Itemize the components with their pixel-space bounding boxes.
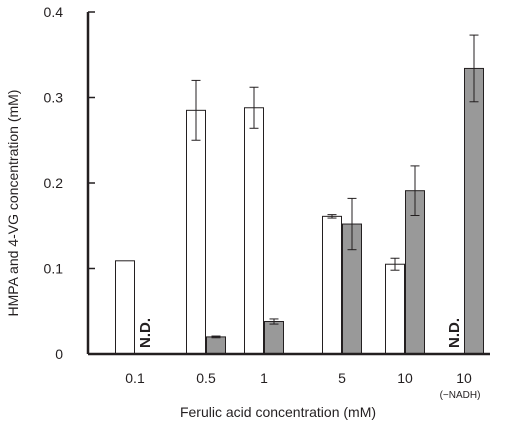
- x-tick-label: 10: [397, 370, 413, 386]
- bar: [244, 107, 264, 355]
- not-detected-label: N.D.: [446, 318, 463, 348]
- not-detected-label: N.D.: [137, 318, 154, 348]
- bar: [322, 215, 342, 355]
- y-tick-label: 0.2: [44, 175, 64, 191]
- y-axis-title: HMPA and 4-VG concentration (mM): [5, 90, 21, 317]
- y-tick-label: 0.3: [44, 90, 64, 106]
- bar: [115, 260, 135, 355]
- x-tick-label: 10: [456, 370, 472, 386]
- x-tick-sublabel: (−NADH): [440, 390, 481, 401]
- x-tick-label: 0.1: [125, 370, 145, 386]
- x-tick-label: 1: [260, 370, 268, 386]
- y-tick-label: 0: [55, 346, 63, 362]
- y-tick-label: 0.1: [44, 261, 64, 277]
- chart-axes: 0 0.1 0.2 0.3 0.4 0.1 0.5 1 5 10 10 (−NADH): [44, 4, 490, 401]
- bar: [385, 263, 405, 355]
- x-tick-label: 0.5: [196, 370, 216, 386]
- x-tick-label: 5: [338, 370, 346, 386]
- y-tick-label: 0.4: [44, 4, 64, 20]
- bar: [464, 67, 484, 355]
- bar: [206, 336, 226, 355]
- x-axis-title: Ferulic acid concentration (mM): [180, 404, 376, 420]
- chart-marks: N.D. N.D.: [115, 34, 484, 355]
- bar: [186, 109, 206, 355]
- bar: [264, 321, 284, 355]
